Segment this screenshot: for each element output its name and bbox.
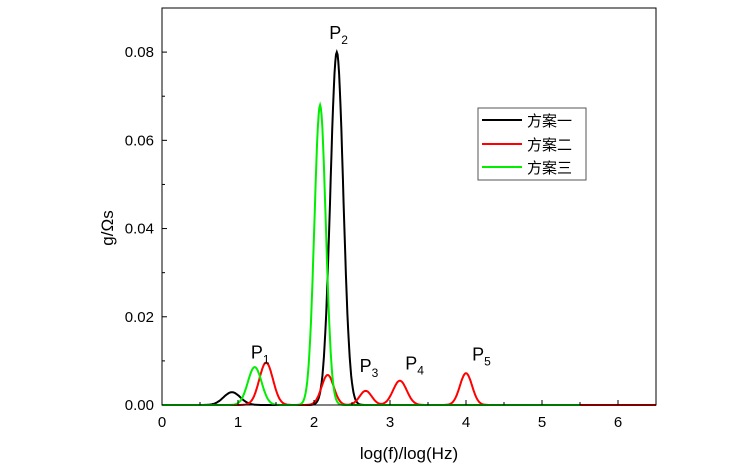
- peak-label-P2: P2: [329, 23, 348, 47]
- x-tick-label: 6: [614, 414, 622, 431]
- plot-frame: [161, 7, 657, 406]
- legend-label: 方案三: [527, 159, 572, 177]
- y-tick-label: 0.00: [125, 397, 154, 414]
- legend: 方案一 方案二 方案三: [477, 107, 587, 181]
- x-axis-label: log(f)/log(Hz): [360, 444, 458, 463]
- x-tick-label: 2: [310, 414, 318, 431]
- y-tick-label: 0.08: [125, 44, 154, 61]
- legend-label: 方案二: [527, 136, 572, 154]
- peak-label-P1: P1: [251, 343, 270, 367]
- series-line-1: [162, 48, 580, 406]
- y-axis-label: g/Ωs: [98, 210, 117, 245]
- x-tick-label: 5: [538, 414, 546, 431]
- x-tick-label: 4: [462, 414, 470, 431]
- x-tick-label: 3: [386, 414, 394, 431]
- y-tick-label: 0.02: [125, 309, 154, 326]
- legend-label: 方案一: [527, 112, 572, 130]
- peak-label-P4: P4: [405, 354, 424, 378]
- y-tick-label: 0.06: [125, 132, 154, 149]
- x-tick-label: 0: [158, 414, 166, 431]
- peak-label-P3: P3: [360, 356, 379, 380]
- x-tick-label: 1: [234, 414, 242, 431]
- peak-label-P5: P5: [472, 344, 491, 368]
- y-tick-label: 0.04: [125, 221, 154, 238]
